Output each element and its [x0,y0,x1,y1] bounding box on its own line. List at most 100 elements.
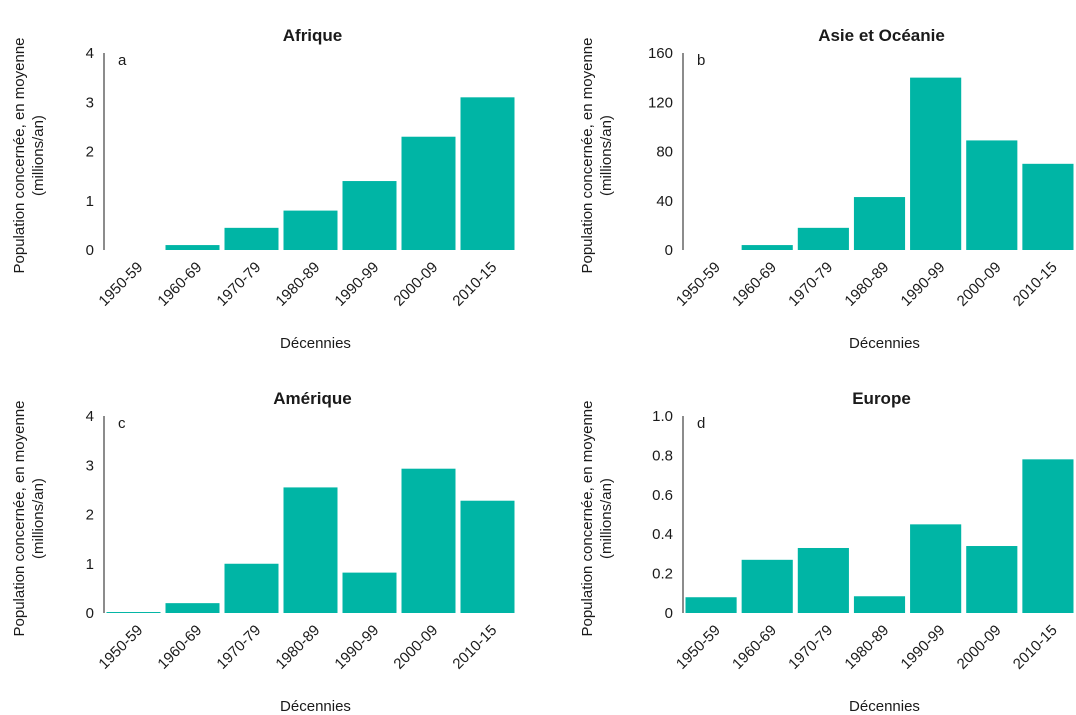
bar-1950-59 [106,612,161,613]
bar-2000-09 [966,140,1018,250]
x-tick-label: 2010-15 [449,259,500,310]
chart-panel-c: Amérique c 0 1 2 3 4 1950-59 1960-69 1970-79 1980-… [11,389,515,715]
chart-panel-d: Europe d 0 0.2 0.4 0.6 0.8 1.0 1950-59 1960-69 197… [579,389,1074,715]
panel-letter: b [697,52,705,69]
x-tick-label: 1960-69 [729,622,780,673]
y-tick-label: 120 [648,94,673,111]
x-tick-label: 2010-15 [449,622,500,673]
bar-2010-15 [1022,163,1074,250]
bar-1990-99 [910,524,962,613]
x-tick-label: 1980-89 [841,622,892,673]
x-tick-label: 2000-09 [390,622,441,673]
y-tick-label: 4 [86,408,94,425]
bar-1980-89 [853,596,906,613]
x-tick-label: 2000-09 [954,259,1005,310]
bar-1970-79 [224,227,279,250]
x-tick-label: 1990-99 [898,259,949,310]
x-tick-label: 2000-09 [954,622,1005,673]
y-tick-label: 1 [86,556,94,573]
bar-1960-69 [741,559,793,613]
bar-1980-89 [853,197,906,250]
bar-1970-79 [797,227,849,250]
y-axis-label: Population concernée, en moyenne [11,400,28,636]
x-tick-label: 1960-69 [729,259,780,310]
chart-title: Europe [852,389,911,408]
x-tick-label: 1970-79 [785,622,836,673]
x-tick-label: 1980-89 [841,259,892,310]
y-tick-label: 0 [665,605,673,622]
x-tick-label: 1950-59 [673,259,724,310]
bar-1960-69 [741,245,793,250]
panel-letter: d [697,415,705,432]
bar-2000-09 [401,136,456,250]
x-tick-label: 2010-15 [1010,622,1061,673]
x-tick-label: 1980-89 [272,259,323,310]
panel-letter: c [118,415,126,432]
chart-title: Afrique [283,26,343,45]
bar-1970-79 [224,563,279,613]
bar-1990-99 [910,77,962,250]
bar-1970-79 [797,547,849,613]
x-tick-label: 1990-99 [331,622,382,673]
bar-1950-59 [685,597,737,613]
bar-2000-09 [966,546,1018,613]
bar-1960-69 [165,245,220,250]
bar-1980-89 [283,210,338,250]
y-tick-label: 1.0 [652,408,673,425]
x-tick-label: 1990-99 [898,622,949,673]
y-tick-label: 2 [86,507,94,524]
y-tick-label: 0.2 [652,566,673,583]
bar-1990-99 [342,572,397,613]
y-tick-label: 2 [86,144,94,161]
x-axis-label: Décennies [280,698,351,715]
y-tick-label: 4 [86,45,94,62]
bar-2010-15 [1022,459,1074,613]
y-tick-label: 40 [656,193,673,210]
y-axis-label: Population concernée, en moyenne [579,400,596,636]
y-tick-label: 0 [86,605,94,622]
x-tick-label: 1950-59 [673,622,724,673]
bar-2010-15 [460,97,515,250]
y-tick-label: 1 [86,193,94,210]
x-axis-label: Décennies [280,335,351,352]
x-tick-label: 1970-79 [785,259,836,310]
x-tick-label: 1950-59 [95,259,146,310]
x-tick-label: 1960-69 [154,622,205,673]
y-tick-label: 160 [648,45,673,62]
chart-panel-a: Afrique a 0 1 2 3 4 1950-59 1960-69 1970-79 1980-8… [11,26,515,352]
x-tick-label: 2000-09 [390,259,441,310]
chart-panel-b: Asie et Océanie b 0 40 80 120 160 1950-59 1960-6… [579,26,1074,352]
chart-title: Amérique [273,389,351,408]
x-axis-label: Décennies [849,698,920,715]
x-tick-label: 1980-89 [272,622,323,673]
y-axis-label: (millions/an) [598,115,615,196]
y-tick-label: 0.6 [652,487,673,504]
y-axis-label: Population concernée, en moyenne [11,37,28,273]
chart-title: Asie et Océanie [818,26,945,45]
y-tick-label: 0.4 [652,526,673,543]
x-tick-label: 1970-79 [213,622,264,673]
y-tick-label: 0.8 [652,447,673,464]
panel-letter: a [118,52,127,69]
y-tick-label: 80 [656,144,673,161]
bar-1980-89 [283,487,338,613]
y-tick-label: 3 [86,457,94,474]
x-tick-label: 1990-99 [331,259,382,310]
y-tick-label: 3 [86,94,94,111]
y-axis-label: (millions/an) [30,115,47,196]
y-tick-label: 0 [86,242,94,259]
x-tick-label: 2010-15 [1010,259,1061,310]
y-axis-label: Population concernée, en moyenne [579,37,596,273]
bar-2000-09 [401,468,456,613]
bar-1960-69 [165,603,220,613]
x-tick-label: 1960-69 [154,259,205,310]
x-tick-label: 1970-79 [213,259,264,310]
x-axis-label: Décennies [849,335,920,352]
y-tick-label: 0 [665,242,673,259]
y-axis-label: (millions/an) [30,478,47,559]
bar-1990-99 [342,181,397,250]
bar-2010-15 [460,500,515,613]
x-tick-label: 1950-59 [95,622,146,673]
y-axis-label: (millions/an) [598,478,615,559]
